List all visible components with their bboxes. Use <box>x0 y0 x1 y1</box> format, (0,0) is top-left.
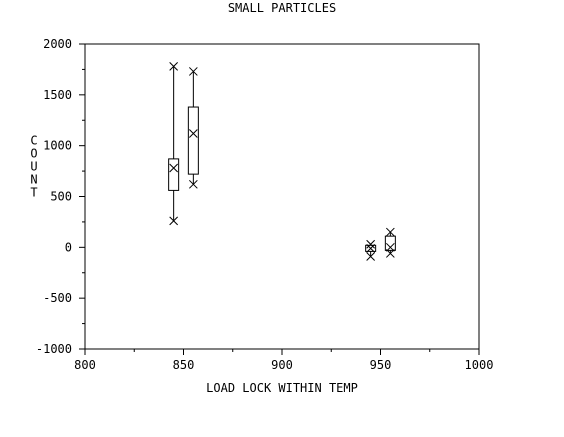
x-tick-label: 900 <box>271 358 293 372</box>
y-tick-label: -500 <box>43 291 72 305</box>
median-marker <box>169 163 179 173</box>
min-marker <box>169 216 179 226</box>
iqr-box <box>384 235 396 251</box>
median-marker <box>366 243 376 253</box>
max-marker <box>385 227 395 237</box>
median-marker <box>188 129 198 138</box>
y-axis-label-char: T <box>30 186 37 200</box>
chart-title: SMALL PARTICLES <box>228 1 336 15</box>
y-axis-label-char: O <box>30 147 37 161</box>
max-marker <box>366 239 376 249</box>
plot-frame <box>84 43 480 350</box>
x-tick-label: 800 <box>74 358 96 372</box>
min-marker <box>188 179 198 189</box>
y-tick-label: 2000 <box>43 37 72 51</box>
x-axis-label: LOAD LOCK WITHIN TEMP <box>206 381 358 395</box>
axes: 800 850 900 950 1000 -1000 -500 0 500 1000 1500 200… <box>36 37 494 372</box>
min-marker <box>366 252 376 261</box>
x-tick-label: 950 <box>370 358 392 372</box>
iqr-box <box>168 158 180 191</box>
y-tick-label: 1500 <box>43 88 72 102</box>
y-tick-label: 500 <box>50 190 72 204</box>
max-marker <box>188 67 198 76</box>
median-marker <box>385 242 395 252</box>
iqr-box <box>187 106 199 175</box>
y-tick-label: 0 <box>65 240 72 254</box>
y-axis-label-char: N <box>30 173 37 187</box>
y-axis-label-char: U <box>30 160 37 174</box>
y-tick-label: -1000 <box>36 342 72 356</box>
min-marker <box>385 249 395 258</box>
x-tick-label: 1000 <box>465 358 494 372</box>
data-marks <box>168 62 396 261</box>
x-tick-label: 850 <box>173 358 195 372</box>
y-axis-label-char: C <box>30 134 37 148</box>
y-tick-label: 1000 <box>43 139 72 153</box>
max-marker <box>169 62 179 71</box>
